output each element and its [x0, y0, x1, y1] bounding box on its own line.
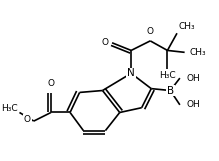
Text: H₃C: H₃C — [1, 104, 18, 113]
Text: O: O — [48, 79, 55, 88]
Text: O: O — [24, 115, 31, 124]
Text: O: O — [147, 27, 154, 36]
Text: N: N — [127, 68, 135, 78]
Text: OH: OH — [187, 100, 200, 109]
Text: OH: OH — [187, 74, 200, 83]
Text: CH₃: CH₃ — [179, 22, 196, 31]
Text: O: O — [101, 38, 108, 47]
Text: B: B — [167, 85, 174, 95]
Text: CH₃: CH₃ — [189, 48, 206, 57]
Text: H₃C: H₃C — [159, 71, 176, 80]
